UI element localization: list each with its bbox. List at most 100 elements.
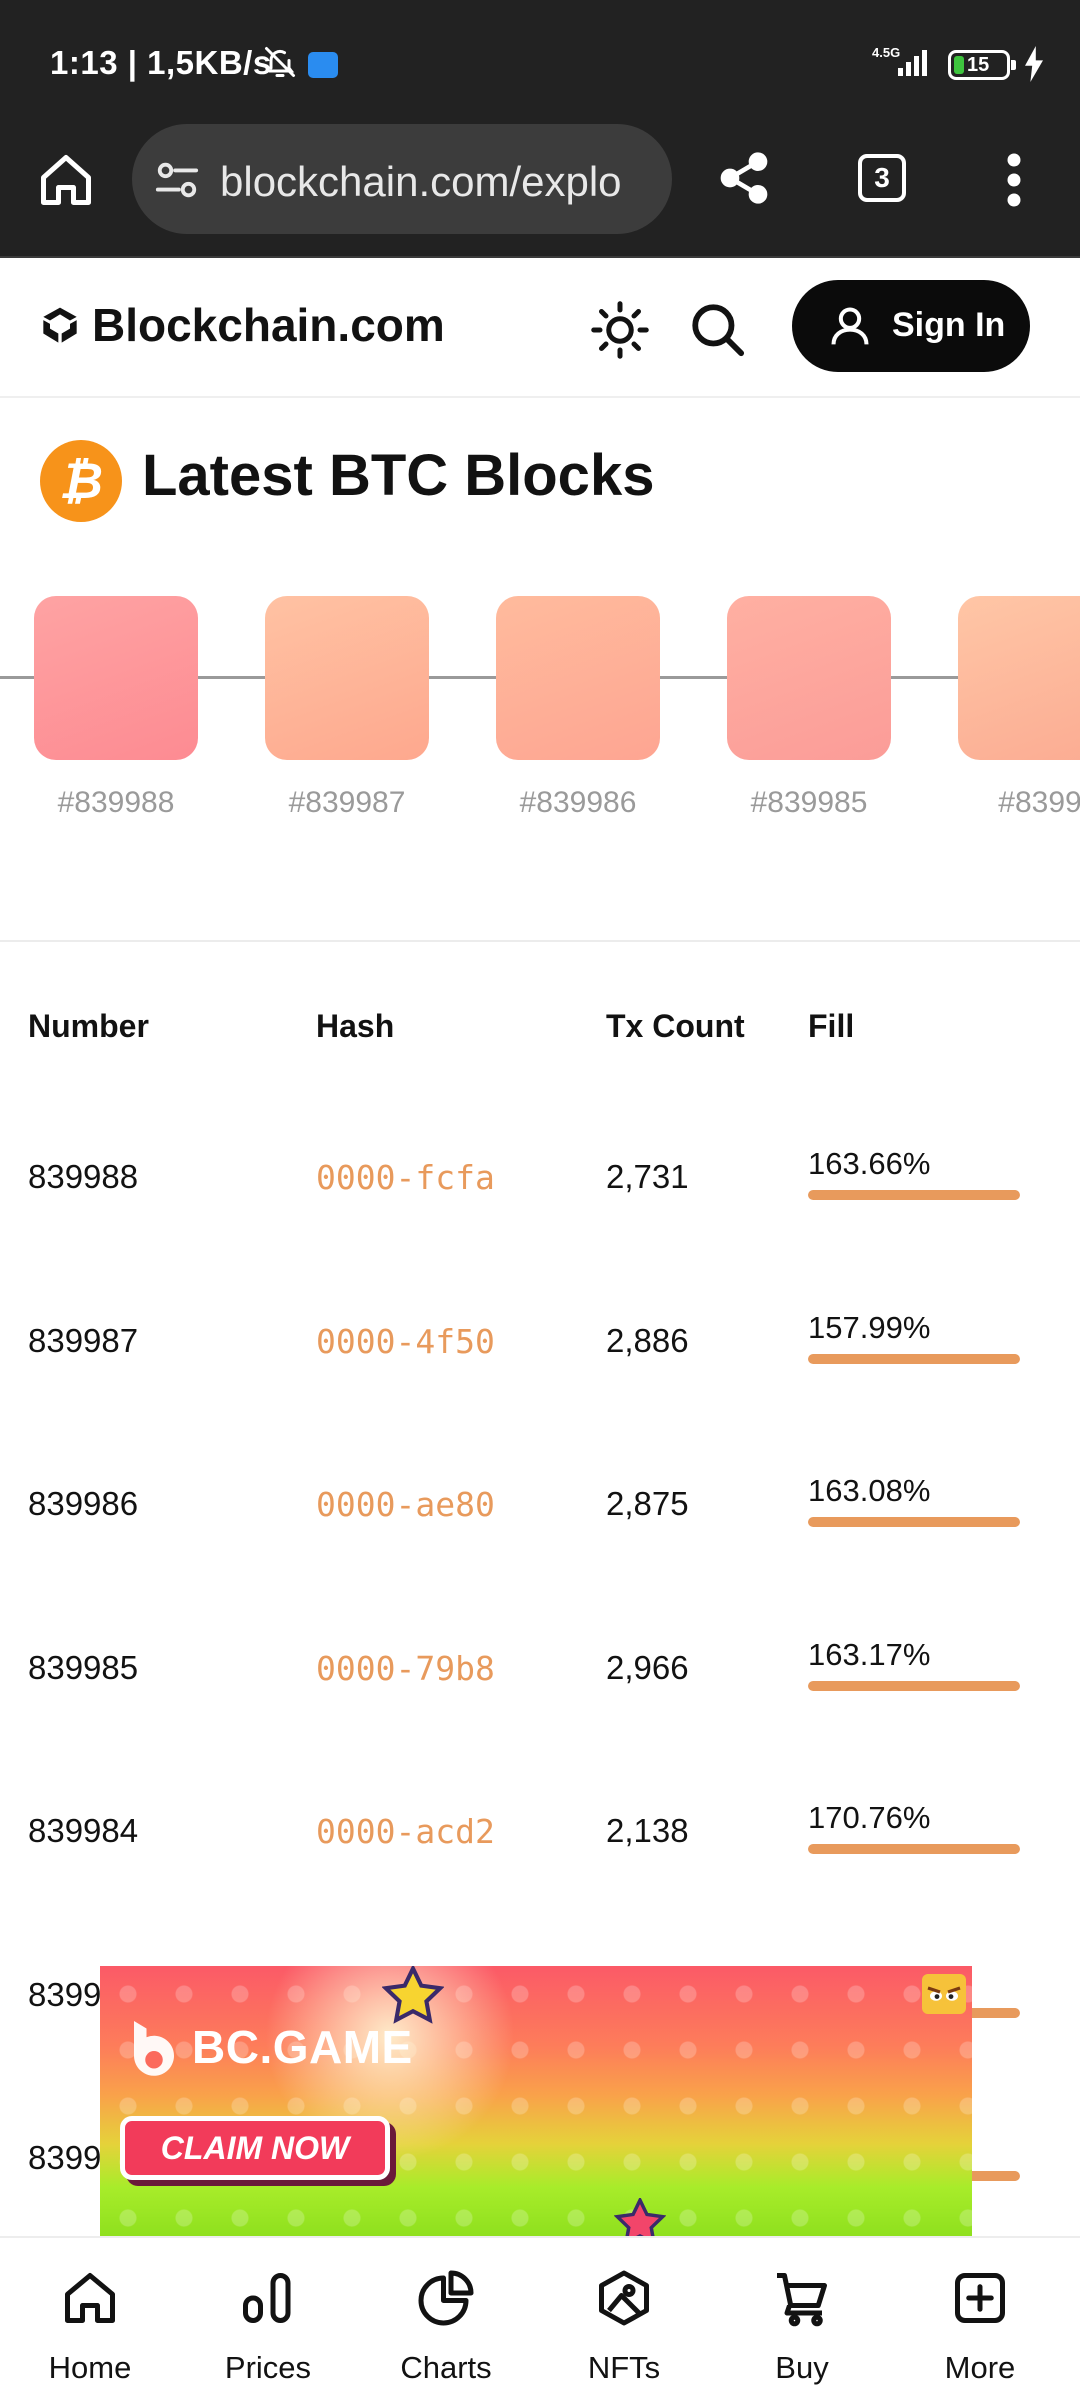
fill-bar <box>808 1190 1020 1200</box>
ad-banner[interactable]: BC.GAME CLAIM NOW <box>100 1966 972 2236</box>
nav-nfts[interactable]: NFTs <box>534 2238 714 2400</box>
fill-percent: 170.76% <box>808 1800 931 1835</box>
block-card[interactable] <box>727 596 891 760</box>
fill-bar <box>808 1680 1020 1691</box>
block-number[interactable]: 839984 <box>28 1812 139 1849</box>
fill-bar-value <box>808 1190 1020 1200</box>
nft-icon <box>599 2270 649 2326</box>
tx-count: 2,966 <box>606 1648 689 1686</box>
network-speed: 1,5KB/s <box>147 44 272 81</box>
tab-switcher-button[interactable]: 3 <box>858 154 906 202</box>
status-separator: | <box>127 44 138 81</box>
tx-count: 2,731 <box>606 1158 689 1195</box>
fill-bar <box>808 1353 1020 1364</box>
block-hash-link[interactable]: 0000-79b8 <box>316 1648 495 1688</box>
blocks-carousel[interactable]: #839988 #839987 #839986 #839985 #8399 <box>0 590 1080 840</box>
fill-percent: 163.08% <box>808 1473 931 1508</box>
cart-icon <box>777 2273 827 2327</box>
signal-icon <box>898 50 927 76</box>
site-header: Blockchain.com Sign In <box>0 258 1080 398</box>
browser-home-icon[interactable] <box>36 150 96 210</box>
address-bar[interactable]: blockchain.com/explo <box>132 124 672 234</box>
fill-bar <box>808 1844 1020 1854</box>
block-number[interactable]: 839987 <box>28 1321 139 1359</box>
sign-in-button[interactable]: Sign In <box>792 280 1030 372</box>
url-text[interactable]: blockchain.com/explo <box>220 158 622 205</box>
block-number[interactable]: 839986 <box>28 1485 139 1522</box>
block-card-label[interactable]: #839988 <box>57 786 175 819</box>
block-number[interactable]: 839985 <box>28 1648 139 1686</box>
block-number[interactable]: 8399 <box>28 2139 102 2176</box>
home-icon <box>65 2273 115 2323</box>
brand-name[interactable]: Blockchain.com <box>92 299 445 351</box>
table-row[interactable]: 839988 0000-fcfa 2,731 163.66% <box>0 1134 1080 1244</box>
block-card[interactable] <box>496 596 660 760</box>
network-type: 4.5G <box>872 45 901 60</box>
block-hash-link[interactable]: 0000-fcfa <box>316 1158 495 1197</box>
column-header-hash[interactable]: Hash <box>316 1008 395 1044</box>
table-row[interactable]: 839987 0000-4f50 2,886 157.99% <box>0 1298 1080 1408</box>
block-card-label[interactable]: #839987 <box>288 786 406 819</box>
block-card[interactable] <box>34 596 198 760</box>
fill-percent: 157.99% <box>808 1309 931 1345</box>
tx-count: 2,875 <box>606 1485 689 1522</box>
block-hash-link[interactable]: 0000-4f50 <box>316 1321 495 1361</box>
battery-percent: 15 <box>967 54 990 76</box>
block-hash-link[interactable]: 0000-ae80 <box>316 1485 495 1524</box>
fill-bar-value <box>808 1353 1020 1364</box>
block-card[interactable] <box>265 596 429 760</box>
mute-bell-icon <box>265 47 295 77</box>
table-row[interactable]: 839985 0000-79b8 2,966 163.17% <box>0 1625 1080 1735</box>
tx-count: 2,886 <box>606 1321 689 1359</box>
bitcoin-icon: ₿ <box>40 440 122 522</box>
block-number[interactable]: 8399 <box>28 1975 102 2013</box>
ad-background-pattern <box>100 1966 972 2236</box>
block-number[interactable]: 839988 <box>28 1158 139 1195</box>
block-card-label[interactable]: #8399 <box>998 786 1080 819</box>
column-header-tx-count[interactable]: Tx Count <box>606 1008 745 1044</box>
block-card[interactable] <box>958 596 1080 760</box>
nav-prices[interactable]: Prices <box>178 2238 358 2400</box>
nav-more[interactable]: More <box>890 2238 1070 2400</box>
column-header-number[interactable]: Number <box>28 1008 149 1044</box>
section-divider <box>0 940 1080 942</box>
nav-home[interactable]: Home <box>0 2238 180 2400</box>
fill-bar-value <box>808 1844 1020 1854</box>
nav-buy[interactable]: Buy <box>712 2238 892 2400</box>
nav-home-label: Home <box>48 2350 132 2385</box>
claim-now-button[interactable]: CLAIM NOW <box>120 2116 390 2180</box>
battery-level <box>954 56 964 74</box>
nav-more-label: More <box>944 2350 1016 2385</box>
bottom-navigation: Home Prices Charts NFTs Buy More <box>0 2236 1080 2400</box>
nav-buy-label: Buy <box>775 2350 829 2385</box>
star-icon <box>614 2198 666 2236</box>
status-time: 1:13 <box>50 44 119 81</box>
theme-toggle-icon[interactable] <box>590 300 650 360</box>
blockchain-logo-icon[interactable] <box>40 306 80 346</box>
search-icon[interactable] <box>688 300 746 358</box>
nav-charts-label: Charts <box>400 2350 492 2385</box>
bar-chart-icon <box>243 2273 291 2323</box>
tx-count: 2,138 <box>606 1812 689 1849</box>
status-bar: 1:13 | 1,5KB/s 4.5G 15 <box>0 0 1080 120</box>
fill-bar-value <box>808 1680 1020 1691</box>
column-header-fill[interactable]: Fill <box>808 1008 855 1044</box>
table-row[interactable]: 839984 0000-acd2 2,138 170.76% <box>0 1788 1080 1898</box>
ad-close-icon[interactable] <box>922 1974 966 2014</box>
block-card-label[interactable]: #839986 <box>519 786 637 819</box>
browser-toolbar: blockchain.com/explo 3 <box>0 120 1080 258</box>
block-card-label[interactable]: #839985 <box>750 786 868 819</box>
fill-percent: 163.66% <box>808 1146 931 1181</box>
table-row[interactable]: 839986 0000-ae80 2,875 163.08% <box>0 1461 1080 1571</box>
site-settings-icon[interactable] <box>154 160 200 200</box>
sign-in-label: Sign In <box>892 306 1006 344</box>
status-time-group: 1:13 | 1,5KB/s <box>50 44 272 82</box>
share-icon[interactable] <box>716 148 772 208</box>
star-icon <box>382 1966 444 2024</box>
charging-icon <box>1025 46 1043 82</box>
overflow-menu-icon[interactable] <box>1000 150 1028 210</box>
battery-icon: 15 <box>948 50 1016 80</box>
nav-charts[interactable]: Charts <box>356 2238 536 2400</box>
nav-prices-label: Prices <box>224 2350 312 2385</box>
block-hash-link[interactable]: 0000-acd2 <box>316 1812 495 1851</box>
